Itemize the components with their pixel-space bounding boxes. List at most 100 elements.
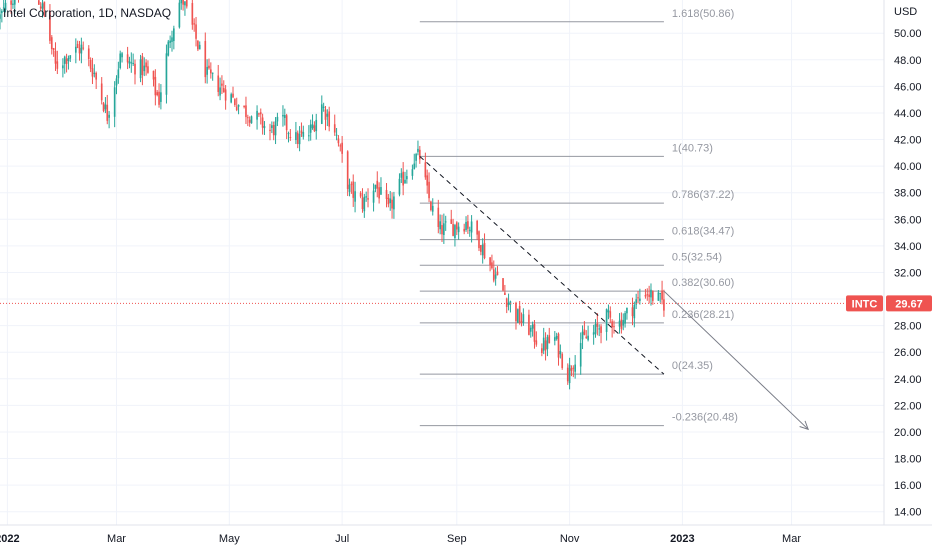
candle-body [389,198,392,204]
candle-body [437,207,440,227]
candle-body [354,191,356,202]
candle-body [531,324,534,329]
candle-body [348,184,351,192]
candle-body [415,154,417,161]
candle-body [50,37,53,49]
time-tick-label: 2023 [670,533,694,545]
candle-body [476,220,478,235]
candle-body [152,70,155,80]
candle-body [62,65,64,69]
candle-body [439,221,441,230]
candle-body [441,225,443,235]
candle-body [533,324,536,342]
fib-level-label: 0.618(34.47) [672,226,734,238]
candle-body [535,340,538,345]
candle-body [296,132,299,144]
candle-body [504,292,506,296]
candle-body [285,115,288,131]
candle-body [404,179,406,184]
candle-body [197,40,199,50]
candle-body [426,175,429,186]
candle-body [313,125,316,131]
candle-body [322,106,325,109]
price-axis-unit: USD [894,6,917,18]
candle-body [289,137,292,139]
dashed-trend-line[interactable] [419,156,665,375]
candle-body [570,368,573,371]
candle-body [376,180,379,189]
candle-body [12,3,14,5]
candle-body [41,3,44,9]
candle-body [224,89,227,101]
candle-body [572,367,575,369]
candle-body [559,351,562,355]
candle-body [115,78,118,86]
candle-body [298,133,301,145]
candle-body [417,148,419,152]
candle-body [259,112,262,115]
candle-body [568,364,571,384]
candle-body [134,63,136,75]
candle-body [393,196,395,210]
candle-body [483,242,486,259]
candle-body [346,151,349,189]
candle-body [587,335,589,340]
price-axis-panel[interactable] [884,0,932,550]
candle-body [337,138,340,144]
price-tick-label: 34.00 [894,241,922,253]
candle-body [320,104,323,124]
candle-body [178,2,181,28]
candle-body [43,1,46,12]
last-price-tag[interactable]: INTC 29.67 [846,295,932,312]
candle-body [489,257,491,266]
price-tick-label: 36.00 [894,214,922,226]
candle-body [206,66,208,75]
price-tick-label: 42.00 [894,135,922,147]
candle-body [520,321,523,323]
candle-body [271,125,273,128]
time-axis-panel[interactable] [0,525,932,550]
candle-body [93,72,96,74]
candle-body [553,337,556,341]
price-tick-label: 22.00 [894,400,922,412]
candle-body [406,176,408,180]
candle-body [308,135,310,137]
candle-body [544,340,547,351]
candle-body [143,65,146,72]
candle-body [234,99,236,105]
projection-arrow-line[interactable] [663,290,809,430]
candle-body [380,187,382,195]
candle-body [622,320,625,326]
candlestick-series [0,0,665,390]
candle-body [193,23,196,25]
candle-body [494,274,497,279]
candle-body [350,183,353,185]
drawings[interactable] [419,156,810,431]
price-tick-label: 24.00 [894,374,922,386]
candle-body [624,313,626,324]
candle-body [63,56,66,64]
candle-body [272,124,275,136]
candle-body [463,228,466,232]
candle-body [611,321,613,328]
candle-body [141,56,144,76]
candle-body [295,132,297,141]
candle-body [639,298,641,301]
time-axis[interactable]: 2022 Mar May Jul Sep Nov 2023 Mar [0,533,801,545]
candle-body [581,331,584,340]
candle-body [82,47,85,49]
fib-level-label: 0(24.35) [672,360,713,372]
candle-body [117,69,120,79]
candle-body [106,104,109,121]
candle-body [424,162,427,178]
candle-body [2,7,5,9]
candle-body [104,104,107,110]
candle-body [452,224,454,236]
candle-body [246,117,249,119]
candle-body [541,348,543,353]
candle-body [626,307,628,314]
candle-body [455,222,458,230]
fibonacci-retracement[interactable]: 1.618(50.86) 1(40.73) 0.786(37.22) 0.618(34… [419,8,738,427]
candle-body [546,337,549,350]
